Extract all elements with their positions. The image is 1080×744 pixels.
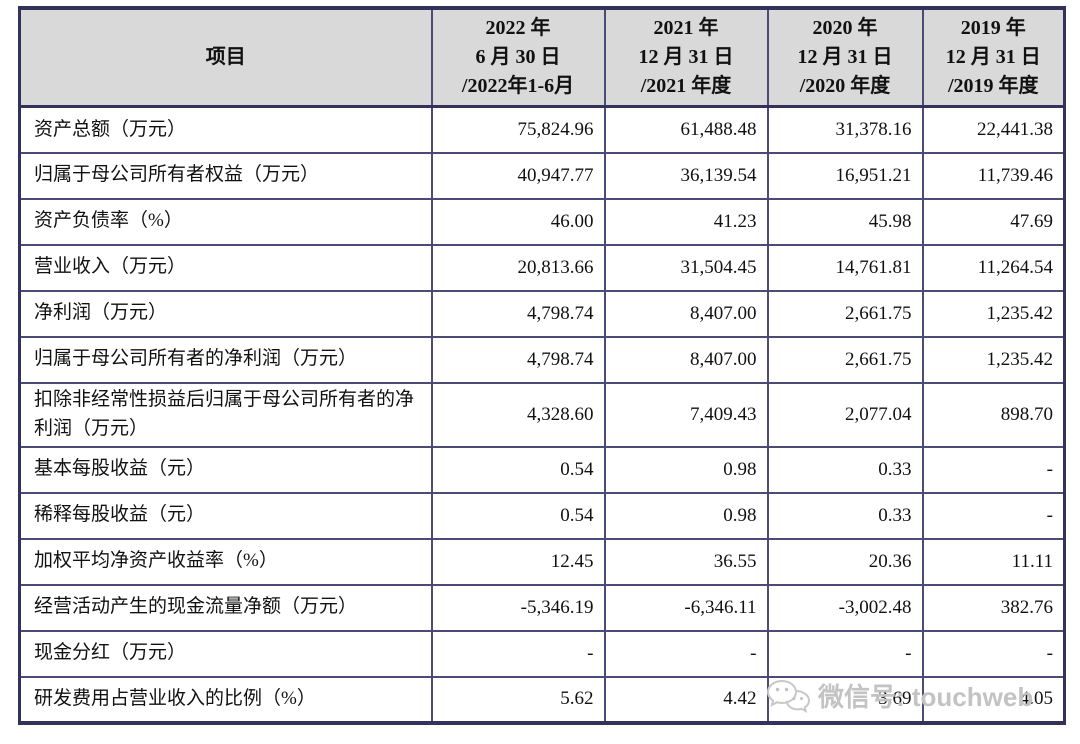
col-header-period-2021: 2021 年 12 月 31 日 /2021 年度 [603, 6, 769, 108]
cell-value: 0.33 [766, 445, 924, 494]
cell-value: 61,488.48 [603, 105, 769, 154]
row-label: 归属于母公司所有者权益（万元） [18, 151, 433, 200]
period-line: /2021 年度 [640, 75, 732, 97]
cell-value: 0.54 [430, 445, 606, 494]
cell-value: 1,235.42 [921, 335, 1066, 384]
cell-value: 45.98 [766, 197, 924, 246]
cell-value: 8,407.00 [603, 335, 769, 384]
cell-value: - [766, 629, 924, 678]
table-row: 营业收入（万元） 20,813.66 31,504.45 14,761.81 1… [18, 243, 1066, 292]
table-row: 归属于母公司所有者权益（万元） 40,947.77 36,139.54 16,9… [18, 151, 1066, 200]
cell-value: 2,661.75 [766, 289, 924, 338]
row-label: 扣除非经常性损益后归属于母公司所有者的净利润（万元） [18, 381, 433, 448]
row-label: 归属于母公司所有者的净利润（万元） [18, 335, 433, 384]
table-row: 稀释每股收益（元） 0.54 0.98 0.33 - [18, 491, 1066, 540]
cell-value: 46.00 [430, 197, 606, 246]
row-label: 资产总额（万元） [18, 105, 433, 154]
cell-value: -3,002.48 [766, 583, 924, 632]
table-row: 归属于母公司所有者的净利润（万元） 4,798.74 8,407.00 2,66… [18, 335, 1066, 384]
cell-value: 16,951.21 [766, 151, 924, 200]
col-header-item-label: 项目 [205, 46, 246, 68]
cell-value: 5.62 [430, 675, 606, 725]
table-row: 加权平均净资产收益率（%） 12.45 36.55 20.36 11.11 [18, 537, 1066, 586]
table-row: 资产负债率（%） 46.00 41.23 45.98 47.69 [18, 197, 1066, 246]
cell-value: 11,739.46 [921, 151, 1066, 200]
cell-value: 0.98 [603, 445, 769, 494]
row-label: 净利润（万元） [18, 289, 433, 338]
cell-value: 11,264.54 [921, 243, 1066, 292]
table-row: 研发费用占营业收入的比例（%） 5.62 4.42 3.69 4.05 [18, 675, 1066, 725]
cell-value: 20,813.66 [430, 243, 606, 292]
period-line: 2019 年 [960, 17, 1026, 39]
cell-value: 4.42 [603, 675, 769, 725]
cell-value: 47.69 [921, 197, 1066, 246]
header-row: 项目 2022 年 6 月 30 日 /2022年1-6月 2021 年 12 … [18, 6, 1066, 108]
row-label: 研发费用占营业收入的比例（%） [18, 675, 433, 725]
period-line: 12 月 31 日 [945, 46, 1041, 68]
cell-value: 0.33 [766, 491, 924, 540]
period-line: /2020 年度 [799, 75, 891, 97]
row-label: 现金分红（万元） [18, 629, 433, 678]
cell-value: 2,661.75 [766, 335, 924, 384]
cell-value: 4,798.74 [430, 335, 606, 384]
period-line: /2019 年度 [947, 75, 1039, 97]
period-line: /2022年1-6月 [461, 75, 575, 97]
cell-value: 40,947.77 [430, 151, 606, 200]
row-label: 加权平均净资产收益率（%） [18, 537, 433, 586]
cell-value: 898.70 [921, 381, 1066, 448]
cell-value: 8,407.00 [603, 289, 769, 338]
cell-value: 31,378.16 [766, 105, 924, 154]
table-row: 资产总额（万元） 75,824.96 61,488.48 31,378.16 2… [18, 105, 1066, 154]
cell-value: 1,235.42 [921, 289, 1066, 338]
cell-value: 20.36 [766, 537, 924, 586]
period-line: 2021 年 [653, 17, 719, 39]
cell-value: 2,077.04 [766, 381, 924, 448]
cell-value: 4.05 [921, 675, 1066, 725]
cell-value: - [603, 629, 769, 678]
row-label: 基本每股收益（元） [18, 445, 433, 494]
cell-value: -6,346.11 [603, 583, 769, 632]
cell-value: 4,798.74 [430, 289, 606, 338]
cell-value: 36,139.54 [603, 151, 769, 200]
cell-value: 14,761.81 [766, 243, 924, 292]
period-line: 6 月 30 日 [475, 46, 561, 68]
table-row: 基本每股收益（元） 0.54 0.98 0.33 - [18, 445, 1066, 494]
col-header-period-2019: 2019 年 12 月 31 日 /2019 年度 [921, 6, 1066, 108]
row-label: 资产负债率（%） [18, 197, 433, 246]
cell-value: 0.98 [603, 491, 769, 540]
row-label: 经营活动产生的现金流量净额（万元） [18, 583, 433, 632]
cell-value: 75,824.96 [430, 105, 606, 154]
cell-value: 11.11 [921, 537, 1066, 586]
col-header-item: 项目 [18, 6, 433, 108]
period-line: 12 月 31 日 [797, 46, 893, 68]
cell-value: - [921, 629, 1066, 678]
cell-value: 4,328.60 [430, 381, 606, 448]
cell-value: 382.76 [921, 583, 1066, 632]
cell-value: 22,441.38 [921, 105, 1066, 154]
period-line: 12 月 31 日 [638, 46, 734, 68]
col-header-period-2020: 2020 年 12 月 31 日 /2020 年度 [766, 6, 924, 108]
cell-value: - [921, 491, 1066, 540]
cell-value: 12.45 [430, 537, 606, 586]
financial-summary-table: 项目 2022 年 6 月 30 日 /2022年1-6月 2021 年 12 … [18, 6, 1066, 725]
cell-value: -5,346.19 [430, 583, 606, 632]
cell-value: 31,504.45 [603, 243, 769, 292]
cell-value: 36.55 [603, 537, 769, 586]
cell-value: 3.69 [766, 675, 924, 725]
cell-value: 41.23 [603, 197, 769, 246]
cell-value: - [430, 629, 606, 678]
col-header-period-2022: 2022 年 6 月 30 日 /2022年1-6月 [430, 6, 606, 108]
row-label: 稀释每股收益（元） [18, 491, 433, 540]
cell-value: 7,409.43 [603, 381, 769, 448]
table-row: 现金分红（万元） - - - - [18, 629, 1066, 678]
table-row: 扣除非经常性损益后归属于母公司所有者的净利润（万元） 4,328.60 7,40… [18, 381, 1066, 448]
period-line: 2022 年 [485, 17, 551, 39]
row-label: 营业收入（万元） [18, 243, 433, 292]
cell-value: - [921, 445, 1066, 494]
table-row: 净利润（万元） 4,798.74 8,407.00 2,661.75 1,235… [18, 289, 1066, 338]
cell-value: 0.54 [430, 491, 606, 540]
table-row: 经营活动产生的现金流量净额（万元） -5,346.19 -6,346.11 -3… [18, 583, 1066, 632]
period-line: 2020 年 [812, 17, 878, 39]
